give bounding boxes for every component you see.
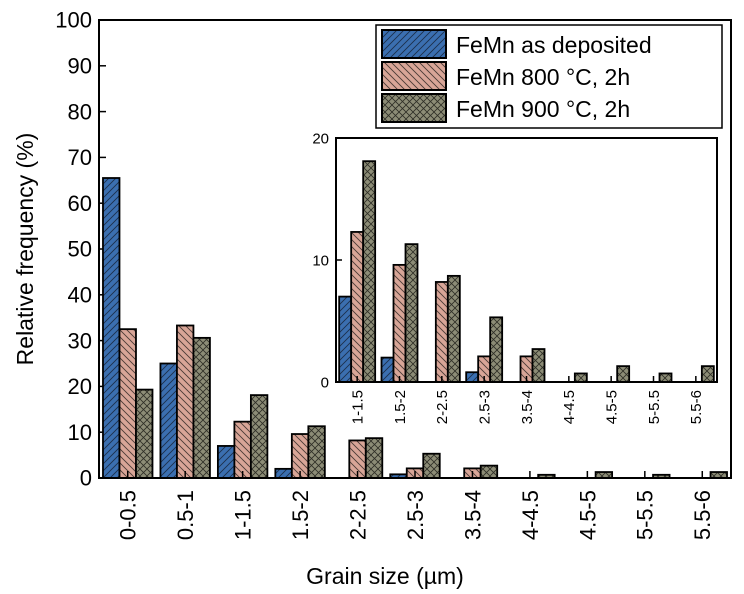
main-bar-1-5-2-s1 (274, 467, 293, 479)
inset-x-tick-label-5-5-5: 5-5.5 (646, 390, 663, 424)
inset-bar-2-2-5-s2 (434, 281, 449, 383)
main-y-tick-label: 30 (68, 328, 92, 353)
main-bar-2-5-3-s3 (422, 452, 441, 479)
main-bar-1-5-2-s3 (307, 425, 326, 479)
main-y-tick-label: 100 (55, 8, 92, 33)
main-bar-1-1-5-s3 (249, 394, 269, 479)
inset-bar-2-2-5-s3 (446, 274, 461, 383)
main-x-tick-label-2-5-3: 2.5-3 (403, 490, 428, 540)
y-axis-label: Relative frequency (%) (12, 133, 38, 366)
inset-y-tick-label: 0 (321, 374, 329, 391)
inset-x-tick-label-2-2-5: 2-2.5 (434, 390, 451, 424)
main-x-tick-label-5-5-5: 5-5.5 (633, 490, 658, 540)
main-x-tick-label-2-2-5: 2-2.5 (345, 490, 370, 540)
inset-x-tick-label-5-5-6: 5.5-6 (688, 390, 705, 424)
inset-bar-3-5-4-s3 (531, 348, 546, 383)
inset-x-tick-label-4-4-5: 4-4.5 (561, 390, 578, 424)
inset-y-tick-label: 20 (312, 130, 329, 147)
inset-x-tick-label-2-5-3: 2.5-3 (477, 390, 494, 424)
main-bar-0-5-1-s2 (176, 324, 195, 479)
main-y-tick-label: 90 (68, 54, 92, 79)
inset-bar-1-1-5-s2 (350, 231, 365, 383)
main-x-tick-label-5-5-6: 5.5-6 (690, 490, 715, 540)
main-x-tick-label-1-1-5: 1-1.5 (231, 490, 256, 540)
main-x-tick-label-0-5-1: 0.5-1 (173, 490, 198, 540)
main-x-tick-label-4-5-5: 4.5-5 (575, 490, 600, 540)
main-y-tick-label: 60 (68, 191, 92, 216)
x-axis-label: Grain size (µm) (306, 563, 464, 589)
main-x-tick-label-4-4-5: 4-4.5 (518, 490, 543, 540)
main-x-tick-label-1-5-2: 1.5-2 (288, 490, 313, 540)
main-y-tick-label: 80 (68, 99, 92, 124)
inset-bar-4-5-5-s3 (616, 365, 631, 383)
inset-bar-1-1-5-s3 (362, 160, 377, 383)
inset-bar-2-5-3-s1 (465, 371, 480, 383)
legend-label-as-deposited: FeMn as deposited (456, 32, 652, 58)
inset-x-tick-label-1-1-5: 1-1.5 (350, 390, 367, 424)
main-bar-0-0-5-s1 (102, 177, 121, 479)
main-y-tick-label: 20 (68, 374, 92, 399)
main-x-tick-label-3-5-4: 3.5-4 (460, 490, 485, 540)
main-bar-0-5-1-s3 (192, 336, 211, 479)
main-bar-1-1-5-s2 (233, 420, 252, 479)
main-bar-0-0-5-s2 (118, 328, 137, 479)
inset-x-tick-label-1-5-2: 1.5-2 (392, 390, 409, 424)
legend-swatch-800c (381, 61, 447, 91)
main-y-tick-label: 70 (68, 145, 92, 170)
inset-y-tick-label: 10 (312, 252, 329, 269)
inset-plot-frame (335, 137, 718, 383)
main-x-tick-label-0-0-5: 0-0.5 (116, 490, 141, 540)
main-y-tick-label: 40 (68, 283, 92, 308)
inset-bar-4-4-5-s3 (573, 372, 588, 383)
main-plot-frame (98, 19, 732, 479)
main-bar-1-1-5-s1 (216, 445, 236, 479)
inset-bar-1-1-5-s1 (338, 295, 353, 383)
inset-bar-5-5-5-s3 (658, 372, 673, 383)
legend: FeMn as deposited FeMn 800 °C, 2h FeMn 9… (375, 24, 723, 129)
inset-bar-5-5-6-s3 (700, 365, 715, 383)
main-bar-0-0-5-s3 (135, 388, 154, 479)
inset-plot: 0 10 20 1-1.5 1.5-2 2-2.5 2.5-3 3.5-4 4-4.5 4.5-5… (312, 130, 717, 424)
inset-bar-1-5-2-s1 (380, 356, 395, 383)
inset-bar-1-5-2-s3 (404, 243, 419, 383)
main-y-tick-label: 10 (68, 420, 92, 445)
inset-bar-2-5-3-s3 (489, 316, 504, 383)
main-bar-2-2-5-s3 (364, 437, 384, 479)
main-y-tick-label: 50 (68, 237, 92, 262)
inset-x-tick-label-4-5-5: 4.5-5 (604, 390, 621, 424)
main-y-tick-label: 0 (80, 466, 92, 491)
inset-x-tick-label-3-5-4: 3.5-4 (519, 390, 536, 424)
main-bar-0-5-1-s1 (159, 362, 178, 479)
legend-label-900c: FeMn 900 °C, 2h (456, 96, 630, 122)
inset-bar-1-5-2-s2 (392, 263, 407, 383)
legend-swatch-as-deposited (381, 29, 447, 59)
main-bar-3-5-4-s3 (479, 464, 499, 479)
legend-swatch-900c (381, 93, 447, 123)
legend-label-800c: FeMn 800 °C, 2h (456, 64, 630, 90)
